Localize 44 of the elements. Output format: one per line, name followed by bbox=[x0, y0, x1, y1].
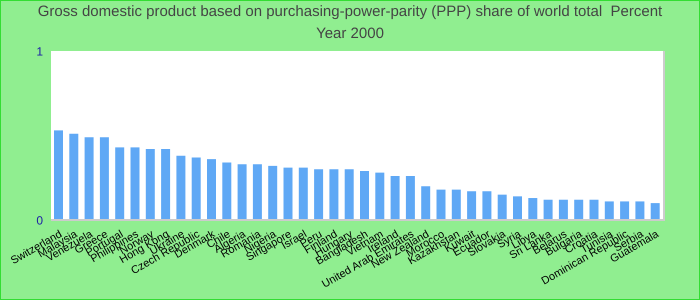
bar bbox=[115, 147, 124, 220]
bar bbox=[207, 159, 216, 220]
bar bbox=[360, 170, 369, 220]
bar bbox=[268, 166, 278, 220]
y-tick-label: 1 bbox=[36, 44, 44, 58]
bar bbox=[513, 196, 522, 220]
bar bbox=[482, 191, 492, 220]
bar bbox=[314, 169, 324, 220]
bar bbox=[69, 134, 78, 220]
bar bbox=[176, 156, 186, 220]
bar bbox=[222, 162, 232, 220]
y-tick-label: 0 bbox=[36, 213, 44, 228]
bar bbox=[54, 130, 63, 220]
bar bbox=[146, 149, 155, 220]
bar bbox=[574, 200, 584, 220]
bar bbox=[84, 137, 94, 220]
chart-title: Gross domestic product based on purchasing-power-parity (PPP) share of world total Percent bbox=[36, 2, 664, 22]
bar bbox=[406, 176, 415, 220]
bar bbox=[284, 168, 292, 220]
bar bbox=[298, 168, 308, 220]
chart-subtitle: Year 2000 bbox=[315, 24, 385, 44]
bar bbox=[452, 190, 461, 220]
bar bbox=[252, 164, 262, 220]
bar bbox=[100, 137, 109, 220]
bar bbox=[375, 172, 384, 220]
bar bbox=[421, 186, 430, 220]
bar bbox=[544, 200, 553, 220]
bar bbox=[329, 169, 338, 220]
bar bbox=[558, 200, 568, 220]
bar bbox=[604, 201, 614, 220]
bar bbox=[130, 147, 140, 220]
bar bbox=[192, 157, 201, 220]
bar bbox=[390, 176, 400, 220]
bar bbox=[620, 201, 630, 220]
bar bbox=[436, 190, 446, 220]
bar bbox=[528, 198, 538, 220]
bar bbox=[650, 203, 660, 220]
bar bbox=[344, 169, 354, 220]
bar bbox=[590, 200, 598, 220]
bar bbox=[161, 149, 170, 220]
bar bbox=[635, 201, 644, 220]
bar bbox=[467, 191, 476, 220]
bar bbox=[498, 194, 507, 220]
bar bbox=[238, 164, 247, 220]
